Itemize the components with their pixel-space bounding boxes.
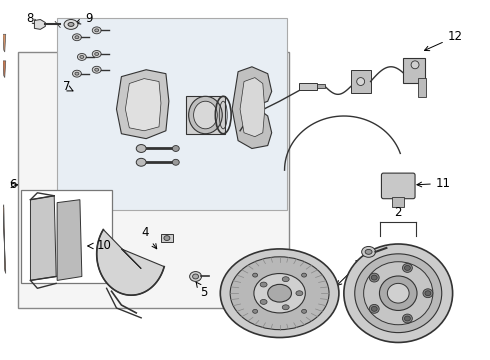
Ellipse shape	[404, 265, 410, 270]
Ellipse shape	[193, 274, 198, 279]
FancyBboxPatch shape	[381, 173, 415, 199]
Polygon shape	[117, 70, 169, 139]
Ellipse shape	[369, 273, 379, 282]
Ellipse shape	[268, 284, 292, 302]
Ellipse shape	[75, 36, 79, 39]
Ellipse shape	[172, 159, 179, 165]
Ellipse shape	[172, 145, 179, 152]
Ellipse shape	[189, 96, 222, 134]
Ellipse shape	[260, 300, 267, 304]
Polygon shape	[232, 67, 271, 148]
Ellipse shape	[365, 249, 372, 254]
Ellipse shape	[253, 273, 258, 277]
Bar	[392, 197, 404, 207]
Text: 10: 10	[97, 239, 112, 252]
Ellipse shape	[302, 273, 307, 277]
Ellipse shape	[282, 305, 289, 310]
Ellipse shape	[362, 247, 375, 257]
Bar	[161, 234, 173, 242]
Bar	[351, 70, 370, 93]
Ellipse shape	[260, 282, 267, 287]
Bar	[418, 78, 426, 97]
Text: 2: 2	[394, 206, 402, 219]
Ellipse shape	[369, 305, 379, 313]
Ellipse shape	[404, 316, 410, 321]
Ellipse shape	[136, 145, 146, 152]
Text: 1: 1	[337, 258, 361, 285]
Text: 8: 8	[26, 13, 37, 26]
Ellipse shape	[220, 249, 339, 338]
Ellipse shape	[73, 34, 81, 41]
Ellipse shape	[230, 257, 329, 330]
Ellipse shape	[379, 276, 417, 310]
Text: 4: 4	[141, 226, 157, 249]
Ellipse shape	[194, 101, 218, 129]
Ellipse shape	[77, 54, 86, 60]
Ellipse shape	[425, 291, 431, 296]
Ellipse shape	[423, 289, 433, 298]
Ellipse shape	[411, 61, 419, 69]
Ellipse shape	[344, 244, 453, 342]
Ellipse shape	[95, 53, 98, 55]
Ellipse shape	[302, 309, 307, 313]
Polygon shape	[97, 230, 164, 295]
Text: 7: 7	[63, 80, 71, 93]
Ellipse shape	[80, 55, 84, 58]
Polygon shape	[240, 78, 265, 137]
Bar	[18, 52, 290, 308]
Text: 9: 9	[75, 13, 92, 26]
Text: 5: 5	[196, 282, 208, 299]
Ellipse shape	[388, 283, 409, 303]
Bar	[21, 190, 112, 283]
Ellipse shape	[355, 254, 442, 333]
Ellipse shape	[92, 66, 101, 73]
Ellipse shape	[296, 291, 303, 296]
Polygon shape	[125, 78, 161, 131]
Polygon shape	[3, 204, 6, 271]
Text: 6: 6	[9, 179, 16, 192]
Ellipse shape	[75, 72, 79, 75]
Ellipse shape	[371, 275, 377, 280]
Bar	[57, 18, 287, 210]
Ellipse shape	[357, 78, 365, 85]
Ellipse shape	[282, 277, 289, 282]
Polygon shape	[3, 61, 6, 78]
Bar	[299, 82, 317, 90]
Polygon shape	[3, 34, 6, 52]
Polygon shape	[57, 200, 82, 280]
Ellipse shape	[64, 19, 78, 30]
Ellipse shape	[253, 309, 258, 313]
Ellipse shape	[402, 314, 413, 323]
Ellipse shape	[402, 264, 413, 273]
Ellipse shape	[371, 306, 377, 311]
Text: 12: 12	[424, 30, 463, 51]
Polygon shape	[30, 196, 56, 280]
Bar	[186, 96, 225, 134]
Ellipse shape	[95, 68, 98, 71]
Bar	[317, 85, 325, 89]
Ellipse shape	[92, 27, 101, 34]
Text: 3: 3	[361, 258, 373, 276]
Ellipse shape	[190, 271, 201, 282]
Ellipse shape	[364, 262, 433, 325]
Text: 11: 11	[417, 177, 451, 190]
Ellipse shape	[95, 29, 98, 32]
Ellipse shape	[254, 274, 305, 313]
Ellipse shape	[92, 50, 101, 58]
Ellipse shape	[136, 158, 146, 166]
Polygon shape	[34, 19, 45, 30]
Bar	[403, 58, 425, 82]
Polygon shape	[3, 208, 6, 274]
Ellipse shape	[164, 236, 170, 240]
Ellipse shape	[73, 70, 81, 77]
Ellipse shape	[68, 22, 74, 26]
